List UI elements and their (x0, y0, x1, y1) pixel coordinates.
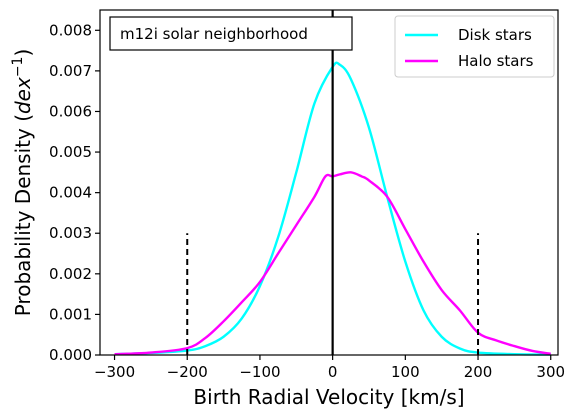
plot-frame (99, 9, 559, 356)
reference-lines (186, 10, 480, 355)
x-tick-label: 200 (464, 363, 493, 381)
axes: −300 −200 −100 0 100 200 300 0.000 0.001 0.002 0.0… (49, 9, 565, 381)
x-tick-label: −200 (167, 363, 208, 381)
y-tick-label: 0.008 (49, 21, 92, 39)
legend-label-halo: Halo stars (458, 52, 534, 70)
y-tick-label: 0.004 (49, 184, 92, 202)
x-tick-label: 0 (328, 363, 338, 381)
y-tick-label: 0.001 (49, 305, 92, 323)
x-tick-label: −100 (239, 363, 280, 381)
y-tick-label: 0.002 (49, 265, 92, 283)
annotation-frame (109, 16, 353, 51)
series-line-halo (114, 171, 551, 356)
y-tick-label: 0.007 (49, 62, 92, 80)
series-line-disk (114, 61, 551, 356)
y-axis-label: Probability Density (dex−1) (10, 49, 35, 317)
y-tick-label: 0.000 (49, 346, 92, 364)
y-tick-label: 0.006 (49, 102, 92, 120)
y-axis-label-unit: dex (11, 77, 35, 114)
annotation-text: m12i solar neighborhood (120, 25, 308, 43)
y-tick-label: 0.003 (49, 224, 92, 242)
x-tick-label: 100 (391, 363, 420, 381)
annotation-box: m12i solar neighborhood (109, 16, 353, 51)
y-axis-label-prefix: Probability Density ( (11, 114, 35, 316)
y-axis-label-exponent: −1 (10, 57, 26, 78)
legend-label-disk: Disk stars (458, 26, 532, 44)
legend: Disk stars Halo stars (394, 15, 555, 78)
x-tick-label: −300 (94, 363, 135, 381)
series-layer (114, 61, 551, 356)
x-tick-label: 300 (536, 363, 565, 381)
y-tick-label: 0.005 (49, 143, 92, 161)
y-axis-label-suffix: ) (11, 49, 35, 57)
x-axis-label: Birth Radial Velocity [km/s] (193, 385, 464, 409)
